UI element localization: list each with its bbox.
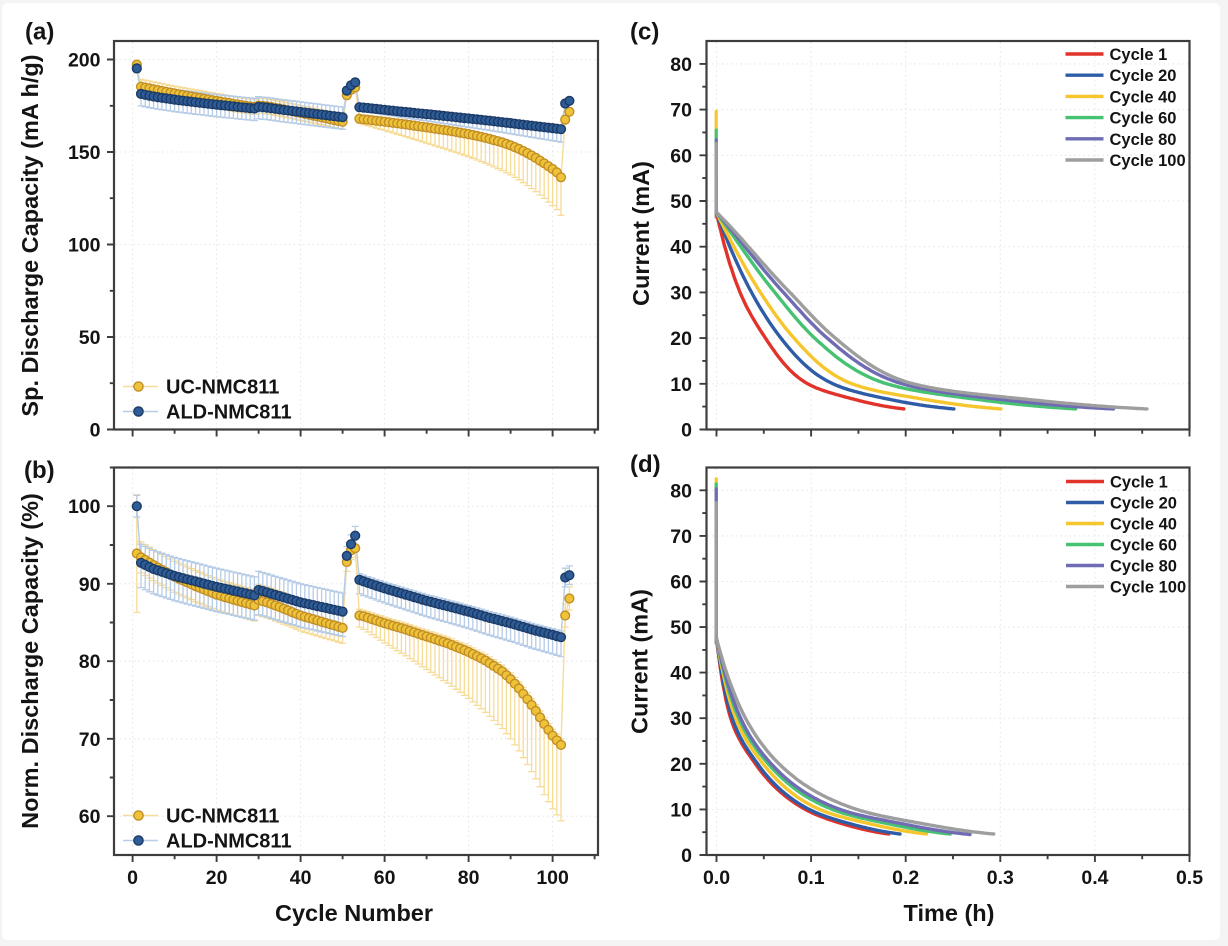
svg-text:80: 80 [79,651,101,673]
svg-text:Cycle 20: Cycle 20 [1110,67,1177,85]
svg-text:100: 100 [68,496,101,518]
svg-text:Cycle 80: Cycle 80 [1110,558,1177,576]
svg-text:50: 50 [79,327,101,349]
svg-text:40: 40 [290,867,312,889]
svg-text:60: 60 [670,572,692,594]
svg-text:Cycle 80: Cycle 80 [1110,131,1177,149]
svg-text:90: 90 [79,574,101,596]
svg-text:0: 0 [681,420,692,442]
svg-text:0.4: 0.4 [1081,867,1108,889]
svg-text:Cycle 60: Cycle 60 [1110,110,1177,128]
svg-text:100: 100 [68,235,101,257]
svg-text:Cycle 1: Cycle 1 [1110,46,1168,64]
svg-text:Cycle 100: Cycle 100 [1110,152,1186,170]
svg-text:70: 70 [670,526,692,548]
svg-text:ALD-NMC811: ALD-NMC811 [166,402,292,424]
svg-text:10: 10 [670,374,692,396]
svg-text:0.2: 0.2 [892,867,919,889]
svg-text:Current (mA): Current (mA) [627,589,653,734]
svg-text:60: 60 [670,145,692,167]
svg-text:70: 70 [79,729,101,751]
svg-text:UC-NMC811: UC-NMC811 [166,377,279,399]
svg-text:10: 10 [670,799,692,821]
svg-text:(a): (a) [25,19,54,46]
svg-text:Cycle Number: Cycle Number [275,900,433,926]
svg-text:60: 60 [374,867,396,889]
svg-text:(d): (d) [630,451,661,478]
svg-text:70: 70 [670,100,692,122]
svg-text:Cycle 100: Cycle 100 [1110,579,1186,597]
svg-text:100: 100 [536,867,569,889]
svg-text:0.3: 0.3 [987,867,1014,889]
svg-text:80: 80 [458,867,480,889]
svg-text:200: 200 [68,50,101,72]
svg-text:Current (mA): Current (mA) [628,161,654,306]
svg-text:0.5: 0.5 [1176,867,1203,889]
svg-text:0: 0 [90,420,101,442]
svg-text:0.0: 0.0 [703,867,730,889]
svg-text:Cycle 1: Cycle 1 [1110,474,1168,492]
svg-text:Cycle 40: Cycle 40 [1110,516,1177,534]
svg-text:30: 30 [670,282,692,304]
svg-text:0: 0 [127,867,138,889]
svg-text:0.1: 0.1 [798,867,825,889]
svg-text:80: 80 [670,54,692,76]
svg-text:50: 50 [670,191,692,213]
svg-text:150: 150 [68,142,101,164]
svg-text:Cycle 40: Cycle 40 [1110,88,1177,106]
svg-text:(c): (c) [630,19,659,46]
svg-text:(b): (b) [24,457,55,484]
svg-text:ALD-NMC811: ALD-NMC811 [166,831,292,853]
svg-text:0: 0 [681,845,692,867]
svg-text:Sp. Discharge Capacity (mA h/g: Sp. Discharge Capacity (mA h/g) [17,54,43,416]
svg-text:80: 80 [670,480,692,502]
svg-text:Norm. Discharge Capacity (%): Norm. Discharge Capacity (%) [17,493,43,829]
svg-text:20: 20 [670,328,692,350]
svg-text:20: 20 [670,754,692,776]
svg-text:Cycle 20: Cycle 20 [1110,495,1177,513]
svg-text:Cycle 60: Cycle 60 [1110,537,1177,555]
svg-text:50: 50 [670,617,692,639]
svg-text:60: 60 [79,806,101,828]
svg-text:40: 40 [670,663,692,685]
svg-text:30: 30 [670,708,692,730]
svg-text:Time (h): Time (h) [904,900,995,926]
svg-text:20: 20 [206,867,228,889]
svg-text:40: 40 [670,237,692,259]
svg-text:UC-NMC811: UC-NMC811 [166,806,279,828]
